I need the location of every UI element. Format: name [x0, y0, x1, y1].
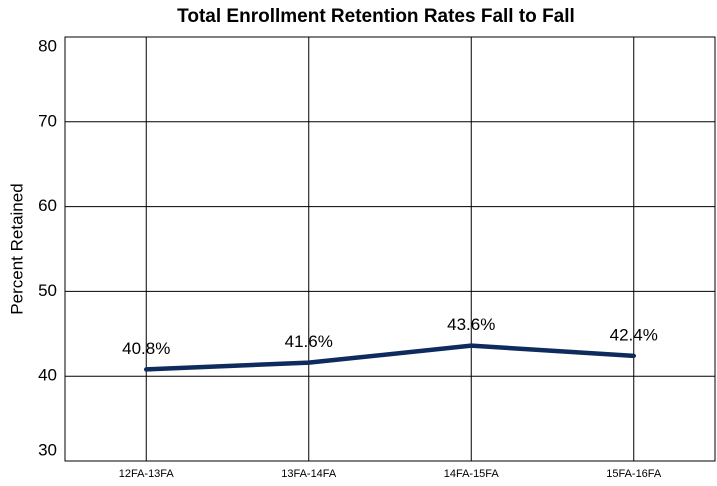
y-axis-label: Percent Retained	[7, 183, 26, 314]
x-tick-label: 12FA-13FA	[119, 468, 175, 480]
y-tick-label: 80	[38, 36, 57, 55]
data-label: 42.4%	[610, 325, 658, 344]
x-tick-label: 15FA-16FA	[606, 468, 662, 480]
data-label: 40.8%	[122, 339, 170, 358]
x-tick-label: 13FA-14FA	[281, 468, 337, 480]
y-tick-label: 40	[38, 366, 57, 385]
y-tick-label: 50	[38, 281, 57, 300]
data-label: 41.6%	[285, 332, 333, 351]
y-tick-label: 30	[38, 440, 57, 459]
y-tick-label: 70	[38, 111, 57, 130]
y-tick-label: 60	[38, 196, 57, 215]
chart-title: Total Enrollment Retention Rates Fall to…	[177, 6, 575, 27]
line	[144, 343, 636, 372]
plot-frame	[64, 36, 716, 462]
x-tick-label: 14FA-15FA	[444, 468, 500, 480]
data-label: 43.6%	[447, 315, 495, 334]
